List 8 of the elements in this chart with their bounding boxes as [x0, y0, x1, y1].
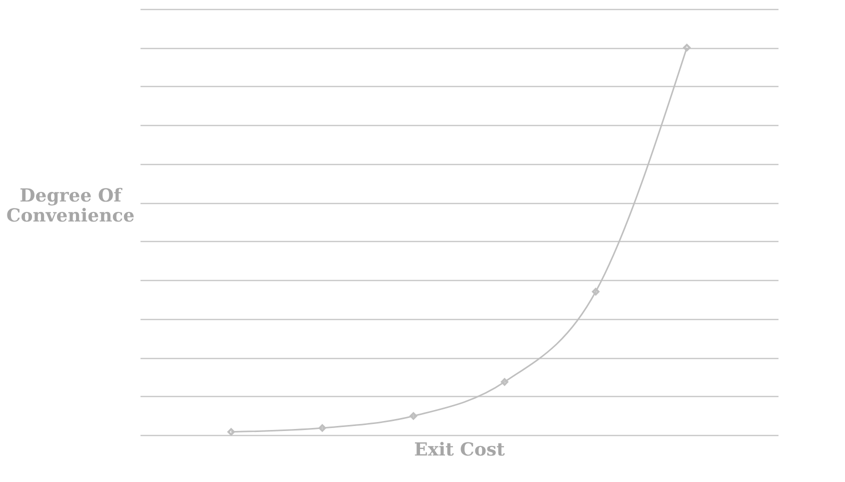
x-axis-title: Exit Cost [414, 440, 506, 460]
point [318, 424, 326, 432]
point [592, 288, 600, 296]
point [683, 44, 691, 52]
point [227, 428, 235, 436]
point [500, 378, 508, 386]
point [410, 412, 418, 420]
y-axis-title: Degree Of Convenience [6, 186, 135, 226]
